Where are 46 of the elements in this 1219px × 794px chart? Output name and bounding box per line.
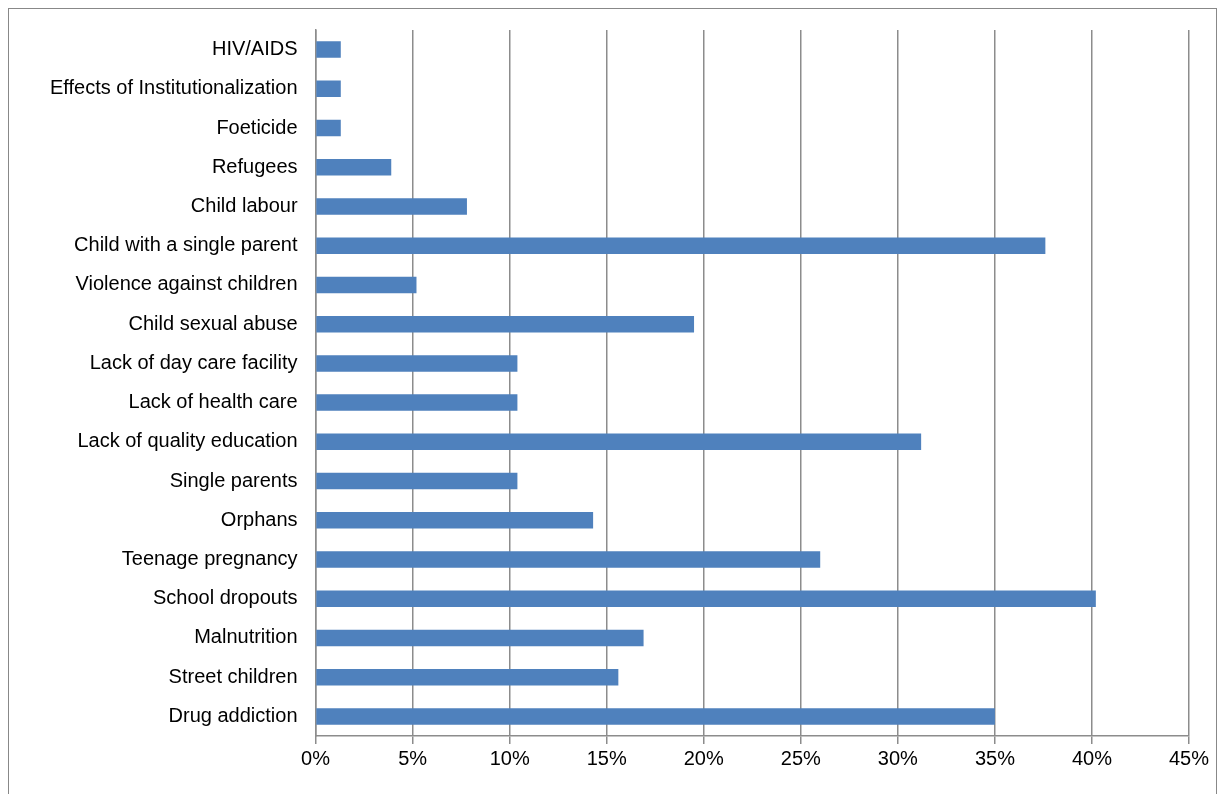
bar [316, 80, 341, 98]
x-tick-label: 25% [780, 746, 822, 769]
y-tick-label: Violence against children [75, 272, 298, 295]
x-tick-label: 40% [1071, 746, 1113, 769]
bar [316, 198, 467, 215]
bar [316, 41, 341, 58]
bar [316, 394, 518, 411]
bar [316, 512, 594, 529]
y-tick-label: Child sexual abuse [128, 311, 298, 334]
y-tick-label: School dropouts [153, 586, 298, 609]
y-tick-label: Teenage pregnancy [121, 547, 298, 570]
y-tick-label: Drug addiction [168, 703, 298, 726]
bar [316, 315, 695, 333]
x-tick-label: 5% [398, 746, 428, 769]
bar [316, 590, 1096, 607]
x-tick-label: 20% [683, 746, 724, 769]
y-tick-label: Child labour [190, 194, 298, 217]
y-tick-label: Malnutrition [194, 625, 298, 648]
y-tick-label: HIV/AIDS [211, 37, 298, 60]
bar [316, 668, 619, 686]
y-tick-label: Lack of day care facility [89, 350, 298, 373]
y-tick-label: Lack of quality education [77, 429, 298, 452]
bar [316, 708, 995, 725]
x-tick-label: 15% [586, 746, 627, 769]
y-tick-label: Street children [168, 664, 298, 687]
bar [316, 237, 1046, 254]
y-tick-label: Effects of Institutionalization [49, 76, 298, 99]
x-tick-label: 45% [1168, 746, 1210, 769]
bar [316, 472, 518, 490]
bar [316, 551, 821, 568]
bar [316, 433, 922, 451]
bar [316, 355, 518, 372]
y-tick-label: Lack of health care [128, 390, 298, 413]
x-tick-label: 35% [974, 746, 1016, 769]
bar [316, 629, 644, 647]
bar [316, 276, 417, 294]
y-tick-label: Foeticide [216, 115, 298, 138]
x-tick-label: 0% [301, 746, 331, 769]
bar [316, 119, 341, 137]
y-tick-label: Single parents [169, 468, 298, 491]
x-tick-label: 30% [877, 746, 919, 769]
y-tick-label: Orphans [220, 507, 298, 530]
bar [316, 159, 392, 176]
y-tick-label: Refugees [211, 154, 298, 177]
y-tick-label: Child with a single parent [74, 233, 298, 256]
x-tick-label: 10% [489, 746, 530, 769]
